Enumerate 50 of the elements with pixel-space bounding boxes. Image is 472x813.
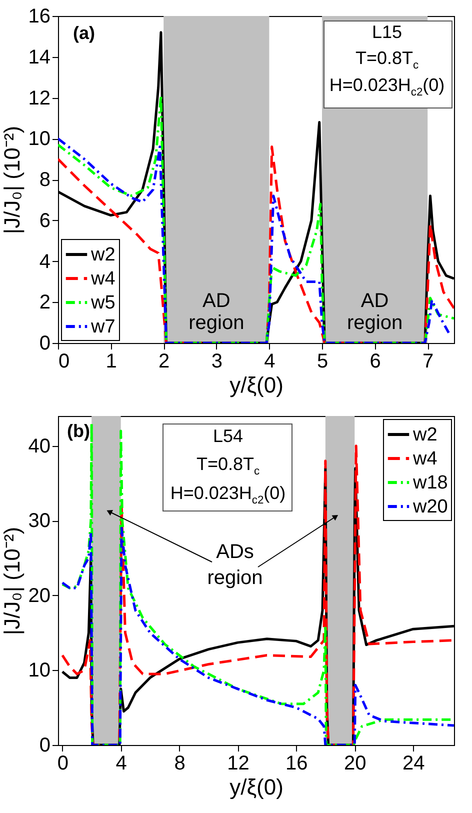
y-tick-label: 0: [39, 332, 50, 354]
x-tick-label: 1: [106, 350, 117, 372]
y-tick-label: 2: [39, 292, 50, 314]
y-axis-title: |J/J₀| (10⁻²): [0, 126, 24, 234]
legend-label: w20: [412, 496, 448, 518]
legend-label: w4: [412, 448, 438, 470]
x-tick-label: 7: [422, 350, 434, 372]
line-series: [61, 526, 454, 745]
x-tick-label: 5: [316, 350, 328, 372]
y-tick-label: 20: [28, 584, 50, 607]
y-tick-label: 14: [28, 46, 50, 68]
y-tick-label: 8: [39, 169, 50, 191]
legend-label: w7: [90, 316, 116, 338]
band-label: AD region: [188, 290, 244, 334]
x-axis-title: y/ξ(0): [230, 774, 284, 800]
y-tick-label: 4: [39, 250, 50, 273]
x-tick-label: 24: [402, 752, 425, 774]
x-tick-label: 0: [58, 350, 70, 372]
y-tick-label: 6: [39, 210, 50, 232]
x-tick-label: 4: [116, 752, 127, 774]
legend-label: w5: [90, 292, 116, 314]
legend-label: w18: [412, 472, 448, 494]
x-tick-label: 2: [158, 350, 170, 372]
y-tick-label: 16: [28, 6, 50, 28]
y-tick-label: 0: [39, 734, 50, 756]
legend-label: w2: [412, 424, 438, 446]
x-tick-label: 0: [57, 752, 68, 774]
x-tick-label: 4: [264, 350, 276, 372]
y-tick-label: 40: [28, 435, 50, 458]
annotation: L15: [372, 22, 402, 42]
x-tick-label: 8: [174, 752, 186, 774]
annotation: ADs region: [207, 541, 263, 589]
x-tick-label: 12: [227, 752, 250, 774]
annotation: L54: [212, 426, 244, 446]
line-series: [58, 94, 454, 343]
x-tick-label: 16: [286, 752, 308, 774]
y-tick-label: 30: [28, 510, 50, 532]
x-tick-label: 3: [211, 350, 222, 372]
y-tick-label: 10: [28, 660, 50, 682]
band-label: AD region: [346, 290, 403, 334]
y-tick-label: 10: [28, 128, 50, 150]
annotation: (b): [67, 421, 90, 441]
x-axis-title: y/ξ(0): [230, 372, 284, 398]
legend-label: w2: [90, 244, 116, 266]
y-tick-label: 12: [28, 87, 50, 110]
x-tick-label: 6: [370, 350, 381, 372]
annotation: (a): [73, 23, 96, 43]
x-tick-label: 20: [344, 752, 366, 774]
y-axis-title: |J/J₀| (10⁻²): [0, 526, 24, 636]
legend-label: w4: [90, 268, 116, 290]
